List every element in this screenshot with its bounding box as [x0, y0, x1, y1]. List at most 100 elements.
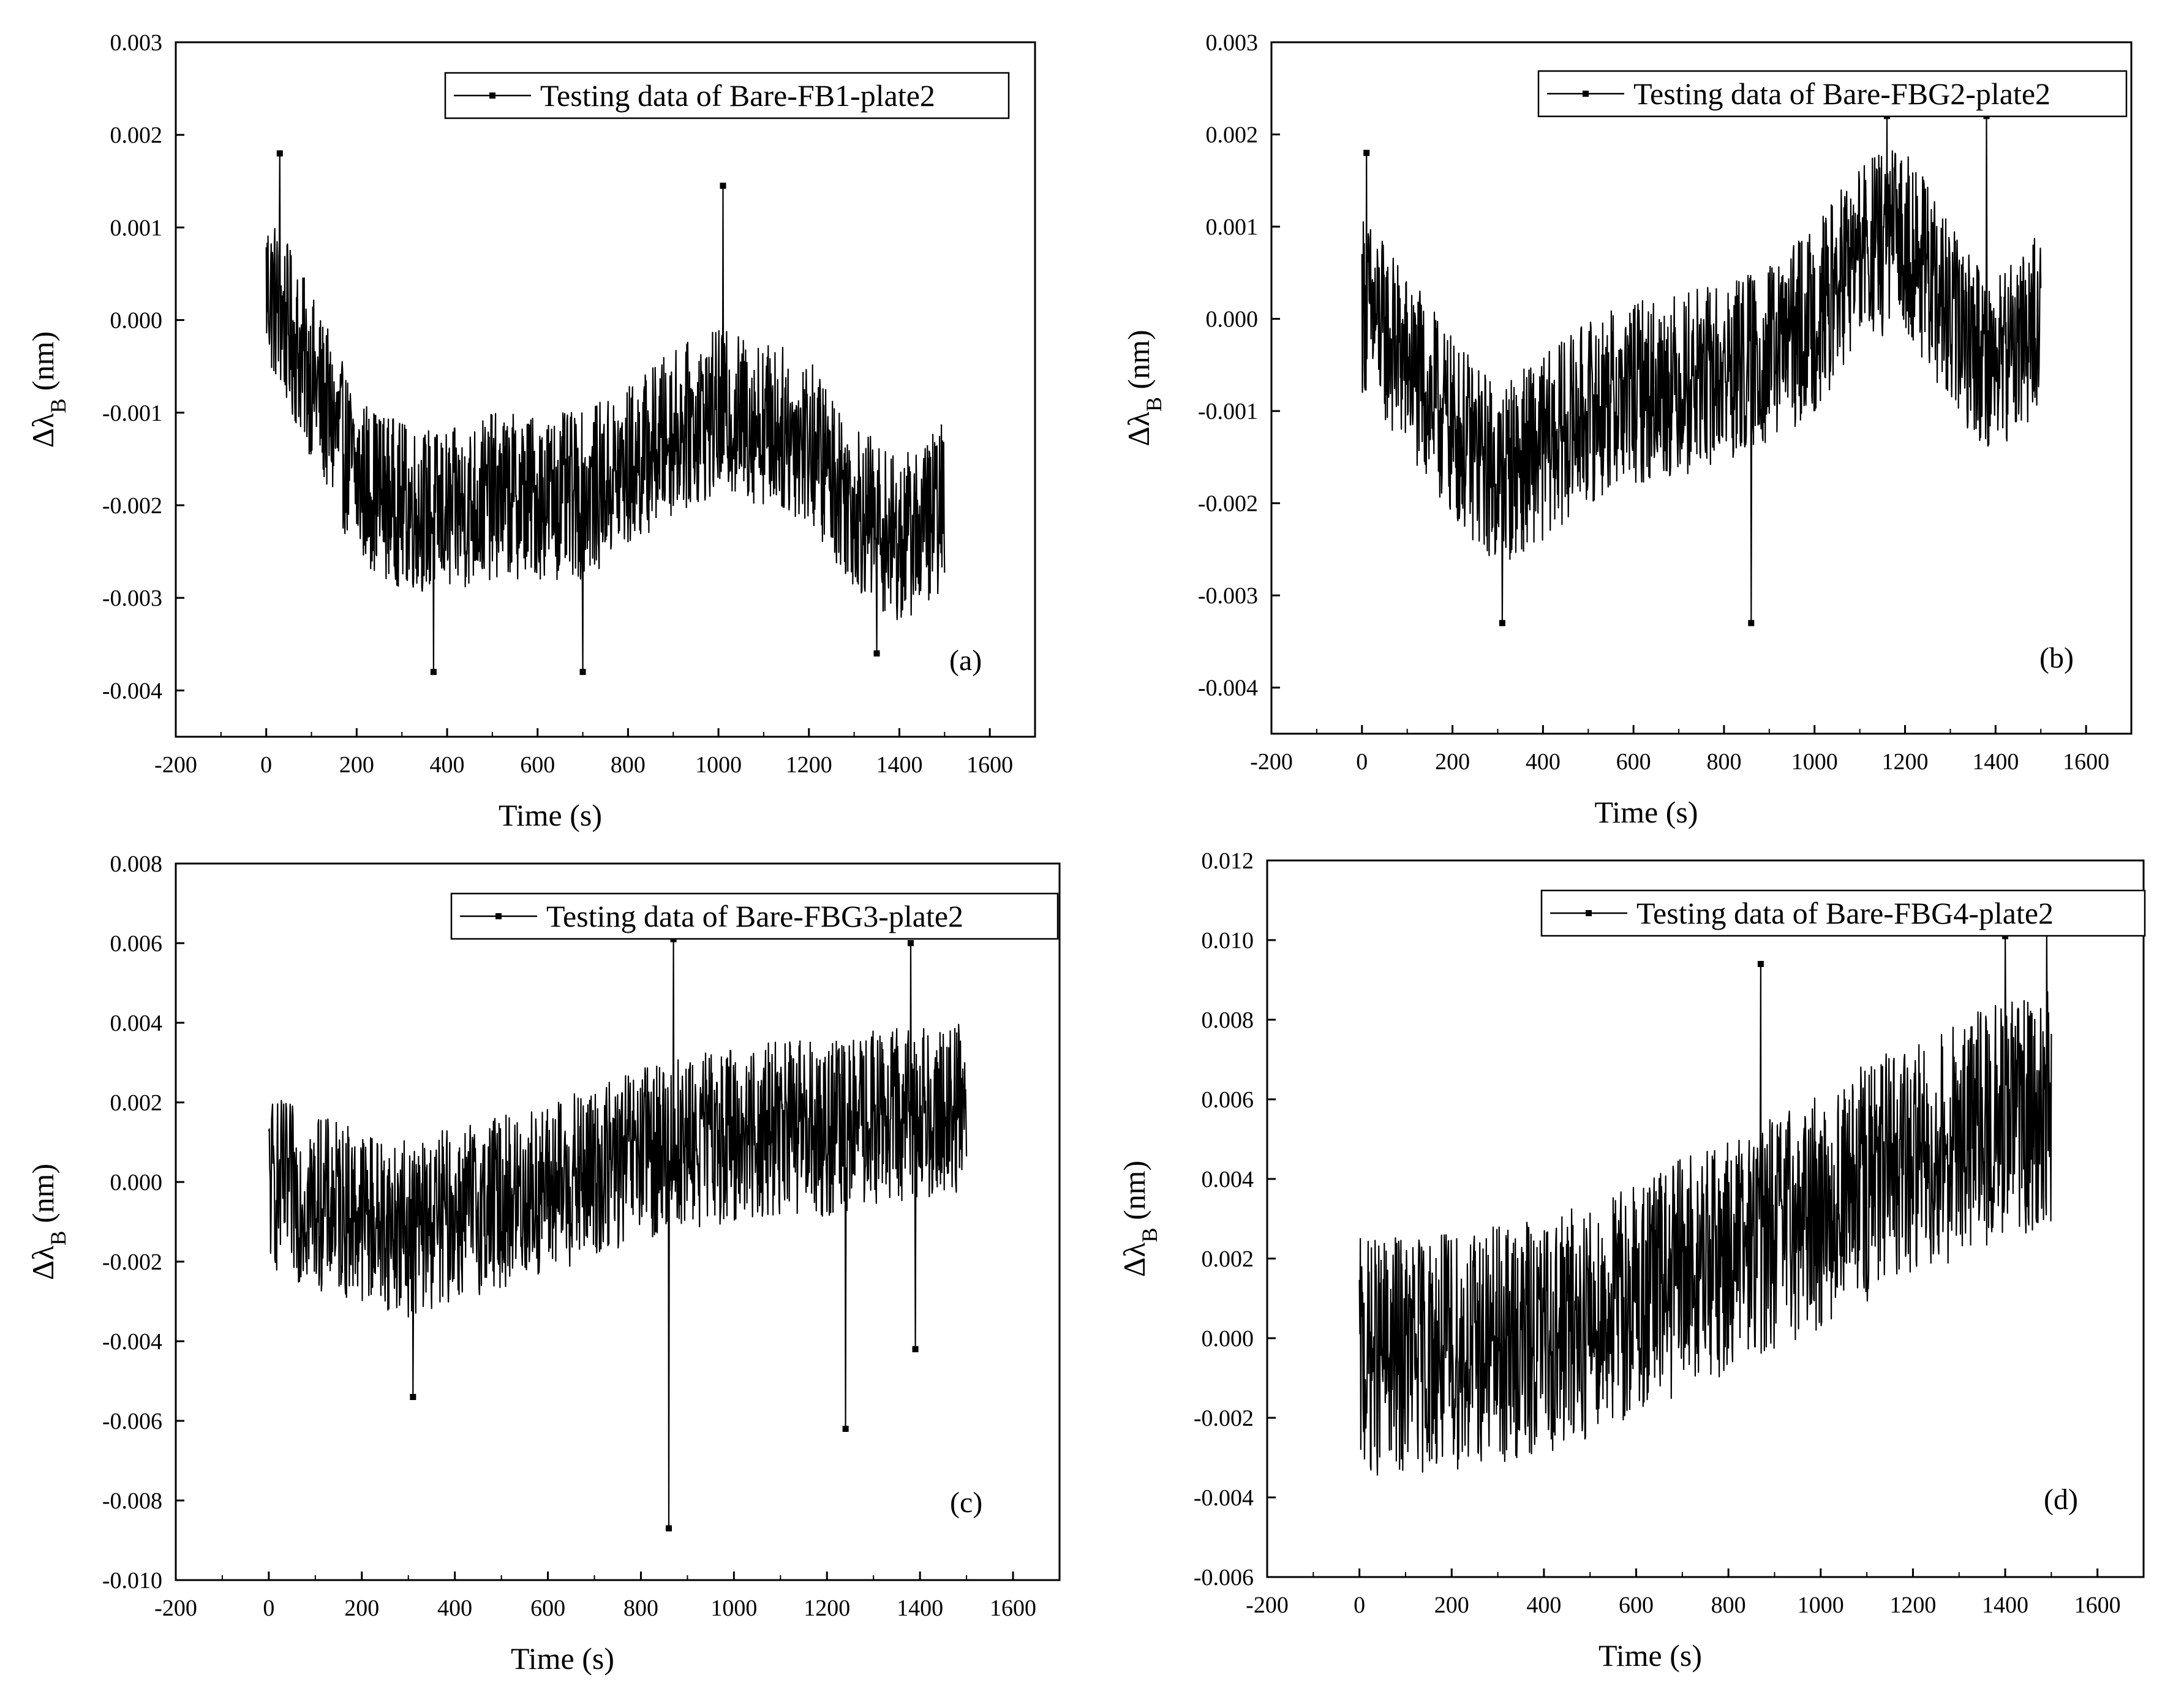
- y-tick-label: 0.006: [110, 931, 163, 957]
- x-tick-label: 800: [1706, 749, 1741, 775]
- y-tick-label: 0.003: [110, 30, 163, 56]
- y-axis-title-unit: (nm): [1121, 329, 1156, 397]
- y-tick-label: 0.010: [1202, 928, 1254, 954]
- legend-label: Testing data of Bare-FB1-plate2: [540, 78, 935, 113]
- chart-panel-c: -200 0 200 400 600 800 1000 1200 1400 1600 -0.010 -…: [26, 851, 1061, 1676]
- y-axis-title-subscript: B: [1137, 1228, 1162, 1243]
- x-tick-label: 1200: [786, 752, 832, 778]
- plot-frame: [1266, 859, 2145, 1578]
- series-line: [1358, 923, 2052, 1476]
- x-tick-label: 1600: [990, 1595, 1036, 1621]
- y-tick-label: -0.002: [1198, 491, 1258, 517]
- y-tick-label: -0.006: [1194, 1565, 1254, 1590]
- x-tick-label: 0: [1354, 1592, 1365, 1618]
- x-tick-label: 600: [1616, 749, 1651, 775]
- x-tick-label: 400: [1526, 1592, 1561, 1618]
- y-tick-label: -0.001: [1198, 399, 1258, 424]
- x-tick-label: 600: [1619, 1592, 1654, 1618]
- y-tick-label: 0.002: [110, 122, 163, 148]
- panel-label: (b): [2039, 642, 2074, 674]
- y-tick-label: 0.002: [1202, 1246, 1254, 1272]
- legend: Testing data of Bare-FB1-plate2: [444, 72, 1010, 119]
- x-tick-label: 400: [1526, 749, 1561, 775]
- plot-frame: [175, 862, 1061, 1581]
- legend-marker-sample: [1586, 910, 1592, 916]
- x-tick-label: 0: [263, 1595, 274, 1621]
- chart-panel-b: -200 0 200 400 600 800 1000 1200 1400 1600 -0.004 -…: [1121, 30, 2133, 829]
- spike-marker: [842, 1426, 849, 1432]
- y-axis-title-subscript: B: [46, 1231, 70, 1246]
- plot-frame: [175, 41, 1036, 738]
- spike-marker: [579, 669, 586, 676]
- panel-label: (a): [949, 644, 982, 677]
- series-line: [1361, 115, 2042, 624]
- legend-label: Testing data of Bare-FBG3-plate2: [546, 899, 963, 933]
- x-tick-label: 1200: [1889, 1592, 1936, 1618]
- y-axis-title-unit: (nm): [26, 1164, 60, 1231]
- y-axis-title-symbol: Δλ: [26, 413, 60, 448]
- x-tick-label: 200: [344, 1595, 379, 1621]
- y-axis-title-subscript: B: [1142, 397, 1166, 412]
- y-tick-label: -0.004: [102, 1329, 162, 1355]
- y-axis-title: ΔλB (nm): [26, 1164, 70, 1280]
- y-tick-label: 0.003: [1206, 30, 1259, 56]
- y-tick-label: 0.000: [110, 1170, 163, 1195]
- x-axis-title: Time (s): [1598, 1638, 1702, 1673]
- legend-box: [450, 892, 1059, 940]
- x-tick-label: 1600: [2074, 1592, 2121, 1618]
- x-tick-label: -200: [1250, 749, 1293, 775]
- x-tick-label: 800: [611, 752, 646, 778]
- legend: Testing data of Bare-FBG4-plate2: [1540, 889, 2146, 937]
- plot-frame: [1270, 41, 2133, 735]
- x-tick-label: 200: [1435, 749, 1470, 775]
- y-tick-label: -0.004: [1194, 1485, 1254, 1511]
- legend-box: [1540, 889, 2146, 937]
- series-line: [265, 152, 946, 673]
- y-tick-label: -0.002: [102, 1249, 162, 1275]
- x-axis-title: Time (s): [511, 1641, 614, 1676]
- legend-box: [1537, 70, 2128, 118]
- x-axis-title: Time (s): [1594, 795, 1698, 829]
- spike-marker: [1748, 620, 1755, 627]
- x-tick-label: 200: [1434, 1592, 1469, 1618]
- spike-marker: [430, 669, 437, 676]
- legend-label: Testing data of Bare-FBG2-plate2: [1633, 77, 2050, 111]
- y-axis-title: ΔλB (nm): [26, 331, 70, 448]
- x-tick-label: 1600: [2063, 749, 2109, 775]
- x-tick-label: 600: [530, 1595, 565, 1621]
- y-tick-label: 0.002: [1206, 122, 1259, 148]
- y-tick-label: 0.000: [1202, 1326, 1254, 1352]
- legend: Testing data of Bare-FBG2-plate2: [1537, 70, 2128, 118]
- spike-marker: [276, 150, 283, 157]
- x-tick-label: 1400: [1972, 749, 2019, 775]
- x-tick-label: 1000: [710, 1595, 757, 1621]
- y-tick-label: 0.004: [1202, 1167, 1254, 1192]
- y-tick-label: 0.012: [1202, 848, 1254, 874]
- y-tick-label: 0.008: [110, 851, 163, 877]
- y-tick-label: -0.006: [102, 1409, 162, 1434]
- y-tick-label: 0.004: [110, 1011, 163, 1036]
- panel-label: (d): [2044, 1483, 2078, 1516]
- y-tick-label: 0.000: [110, 308, 163, 334]
- legend: Testing data of Bare-FBG3-plate2: [450, 892, 1059, 940]
- spike-marker: [907, 940, 914, 946]
- y-tick-label: -0.003: [102, 585, 162, 611]
- legend-marker-sample: [1583, 91, 1589, 97]
- y-axis-title-symbol: Δλ: [26, 1246, 60, 1280]
- x-tick-label: 1000: [1798, 1592, 1844, 1618]
- y-axis-title-symbol: Δλ: [1121, 412, 1156, 446]
- x-tick-label: 200: [339, 752, 374, 778]
- y-tick-label: -0.002: [102, 493, 162, 519]
- y-axis-title: ΔλB (nm): [1121, 329, 1166, 446]
- y-tick-label: 0.002: [110, 1090, 163, 1116]
- chart-panel-a: -200 0 200 400 600 800 1000 1200 1400 1600 -0.004 -…: [26, 30, 1036, 832]
- x-tick-label: 1000: [695, 752, 742, 778]
- x-tick-label: 0: [1356, 749, 1368, 775]
- y-tick-label: -0.008: [102, 1488, 162, 1514]
- x-tick-label: 1400: [1982, 1592, 2028, 1618]
- y-tick-label: -0.002: [1194, 1406, 1254, 1431]
- y-tick-label: -0.003: [1198, 583, 1258, 609]
- legend-label: Testing data of Bare-FBG4-plate2: [1636, 896, 2054, 930]
- x-tick-label: 1200: [1882, 749, 1929, 775]
